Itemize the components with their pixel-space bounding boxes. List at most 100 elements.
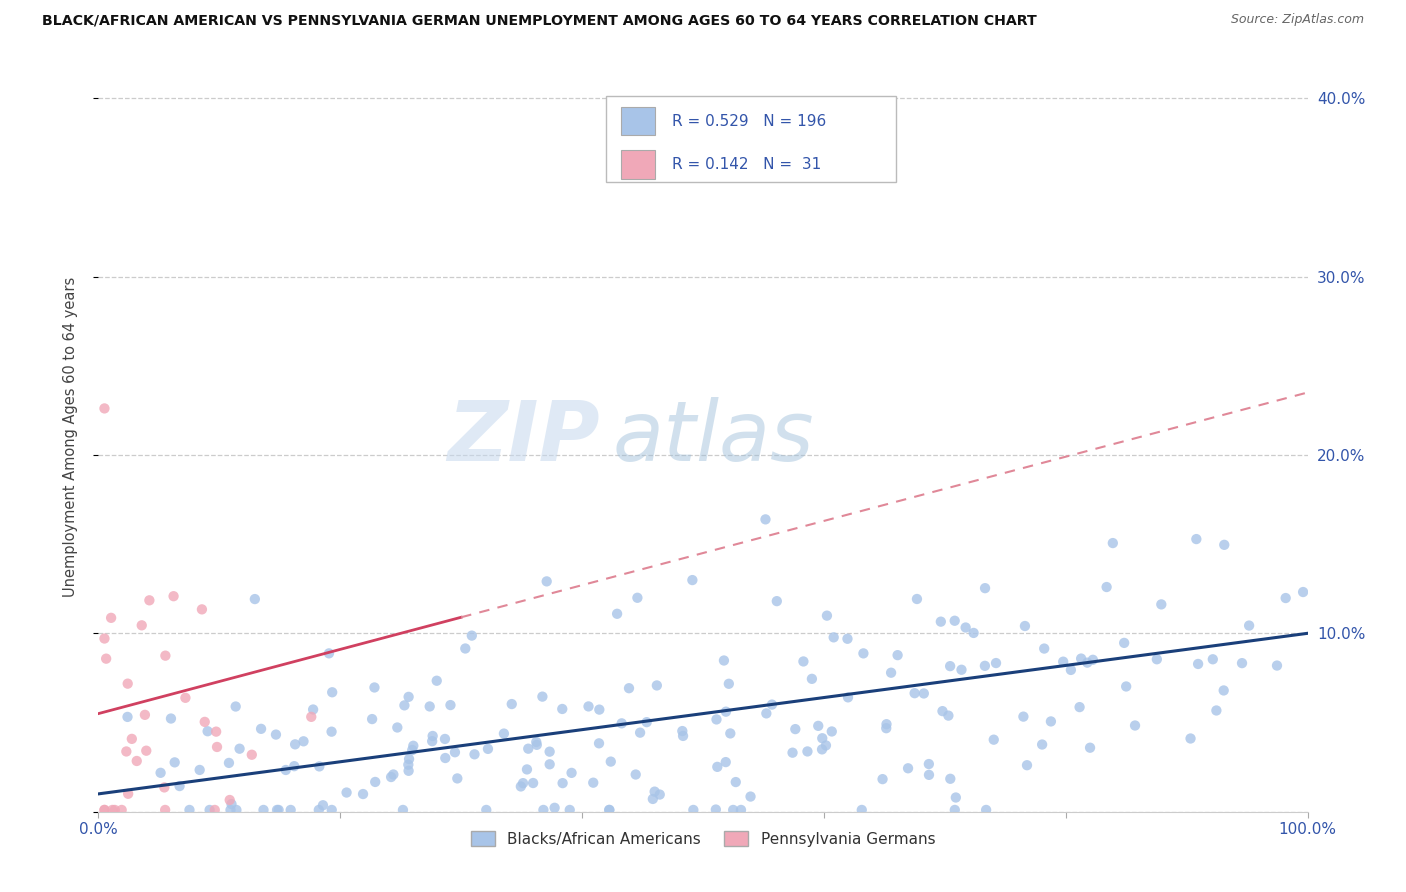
Point — [811, 742, 834, 756]
Point — [387, 721, 409, 735]
Point — [782, 746, 804, 760]
Point — [198, 803, 221, 817]
Point — [218, 756, 240, 770]
Point — [1212, 683, 1234, 698]
Point — [179, 803, 201, 817]
Point — [267, 803, 290, 817]
Point — [872, 772, 894, 786]
Point — [837, 632, 859, 646]
Point — [219, 803, 242, 817]
Point — [875, 721, 897, 735]
Point — [617, 681, 640, 696]
Point — [225, 699, 247, 714]
Point — [266, 803, 288, 817]
Point — [1033, 641, 1056, 656]
Point — [626, 591, 648, 605]
Point — [714, 755, 737, 769]
Point — [283, 759, 305, 773]
Point — [717, 677, 740, 691]
Point — [672, 729, 695, 743]
Point — [1265, 658, 1288, 673]
Point — [188, 763, 211, 777]
Point — [434, 751, 457, 765]
Point — [852, 646, 875, 660]
Point — [461, 629, 484, 643]
Point — [713, 653, 735, 667]
Point — [543, 801, 565, 815]
Point — [155, 648, 177, 663]
Point — [477, 742, 499, 756]
Point — [761, 698, 783, 712]
Point — [821, 724, 844, 739]
Point — [163, 756, 186, 770]
Point — [551, 776, 574, 790]
Point — [1078, 740, 1101, 755]
Point — [814, 739, 837, 753]
Point — [974, 581, 997, 595]
Point — [536, 574, 558, 589]
Point — [538, 757, 561, 772]
Point — [402, 739, 425, 753]
Point — [598, 803, 620, 817]
Point — [115, 744, 138, 758]
Point — [117, 676, 139, 690]
Point — [1060, 663, 1083, 677]
Point — [433, 731, 456, 746]
Point — [714, 705, 737, 719]
Point — [588, 736, 610, 750]
Point — [308, 759, 330, 773]
Point — [101, 803, 124, 817]
Point — [153, 803, 176, 817]
Point — [671, 724, 693, 739]
Point — [531, 803, 554, 817]
Point — [905, 592, 928, 607]
Point — [718, 726, 741, 740]
Point — [96, 651, 118, 665]
Point — [1115, 680, 1137, 694]
Point — [392, 803, 415, 817]
Point — [516, 763, 538, 777]
Point — [225, 803, 247, 817]
Point — [681, 573, 703, 587]
Point — [939, 659, 962, 673]
Point — [983, 732, 1005, 747]
Point — [1180, 731, 1202, 746]
Point — [398, 752, 420, 766]
Point — [250, 722, 273, 736]
Point — [1076, 656, 1098, 670]
Point — [153, 780, 176, 795]
Point — [628, 725, 651, 739]
Point — [938, 708, 960, 723]
Point — [706, 760, 728, 774]
Point — [439, 698, 461, 712]
Point — [509, 780, 531, 794]
Point — [93, 803, 115, 817]
Point — [204, 803, 226, 817]
Point — [1095, 580, 1118, 594]
Point — [134, 707, 156, 722]
Point — [174, 690, 197, 705]
Point — [401, 743, 423, 757]
Text: ZIP: ZIP — [447, 397, 600, 477]
Point — [284, 737, 307, 751]
Point — [138, 593, 160, 607]
Text: R = 0.142   N =  31: R = 0.142 N = 31 — [672, 157, 821, 172]
Point — [302, 702, 325, 716]
Point — [117, 787, 139, 801]
Point — [321, 685, 343, 699]
Point — [205, 739, 228, 754]
Point — [352, 787, 374, 801]
Point — [973, 658, 995, 673]
Point — [1114, 636, 1136, 650]
Text: atlas: atlas — [613, 397, 814, 477]
Point — [984, 656, 1007, 670]
Point — [1081, 653, 1104, 667]
Point — [240, 747, 263, 762]
Point — [135, 744, 157, 758]
Point — [785, 722, 807, 736]
Point — [292, 734, 315, 748]
Point — [950, 663, 973, 677]
Point — [918, 757, 941, 772]
Point — [730, 803, 752, 817]
Point — [121, 731, 143, 746]
